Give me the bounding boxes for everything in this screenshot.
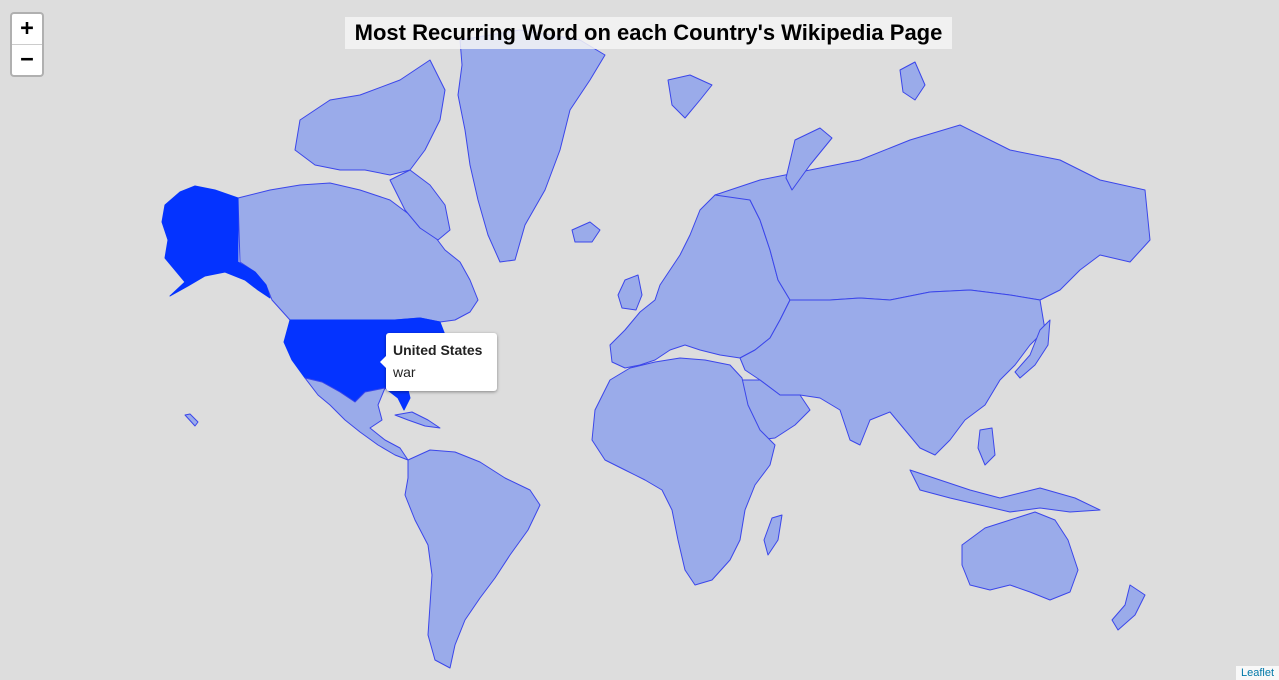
country-canada[interactable] bbox=[237, 182, 479, 323]
tooltip-country-name: United States bbox=[393, 342, 483, 358]
country-madagascar[interactable] bbox=[763, 514, 783, 556]
region-south-america[interactable] bbox=[404, 449, 541, 669]
map-title: Most Recurring Word on each Country's Wi… bbox=[345, 17, 952, 49]
region-baffin[interactable] bbox=[389, 169, 451, 241]
country-greenland[interactable] bbox=[457, 29, 606, 263]
zoom-out-button[interactable]: − bbox=[12, 44, 42, 75]
region-franz-josef[interactable] bbox=[899, 61, 926, 101]
region-arctic-islands[interactable] bbox=[294, 59, 446, 176]
region-southeast-asia[interactable] bbox=[909, 469, 1101, 513]
country-cuba[interactable] bbox=[394, 411, 441, 429]
zoom-control: + − bbox=[10, 12, 44, 77]
region-africa[interactable] bbox=[591, 357, 776, 586]
attribution: Leaflet bbox=[1235, 666, 1279, 680]
country-philippines[interactable] bbox=[977, 427, 996, 466]
country-australia[interactable] bbox=[961, 511, 1079, 601]
leaflet-link[interactable]: Leaflet bbox=[1240, 667, 1274, 679]
zoom-in-button[interactable]: + bbox=[20, 16, 34, 41]
tooltip-word: war bbox=[393, 364, 416, 380]
country-new-zealand[interactable] bbox=[1111, 584, 1146, 631]
country-tooltip: United States war bbox=[380, 333, 497, 391]
region-asia[interactable] bbox=[739, 289, 1046, 456]
region-novaya-zemlya[interactable] bbox=[785, 127, 833, 191]
country-mexico[interactable] bbox=[304, 377, 409, 461]
country-united-kingdom[interactable] bbox=[617, 274, 643, 311]
region-russia[interactable] bbox=[714, 124, 1151, 306]
region-svalbard[interactable] bbox=[667, 74, 713, 119]
region-hawaii[interactable] bbox=[184, 413, 199, 427]
country-japan[interactable] bbox=[1014, 319, 1051, 379]
country-us-alaska[interactable] bbox=[161, 185, 271, 299]
country-iceland[interactable] bbox=[571, 221, 601, 243]
